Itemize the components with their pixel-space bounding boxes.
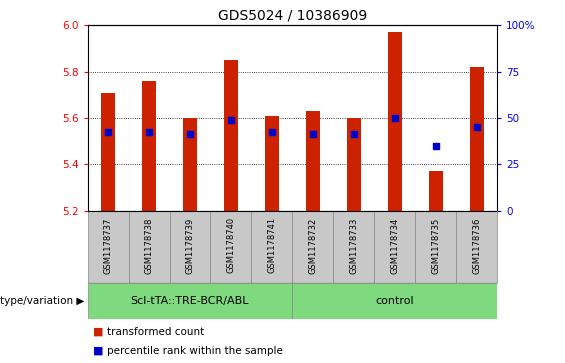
Bar bbox=[306, 111, 320, 211]
Bar bbox=[265, 116, 279, 211]
Text: GSM1178740: GSM1178740 bbox=[227, 217, 236, 273]
Bar bbox=[142, 81, 156, 211]
Text: ■: ■ bbox=[93, 327, 104, 337]
Bar bbox=[88, 283, 293, 319]
Bar bbox=[388, 32, 402, 211]
Bar bbox=[251, 211, 293, 283]
Point bbox=[308, 131, 318, 137]
Text: genotype/variation ▶: genotype/variation ▶ bbox=[0, 296, 85, 306]
Text: transformed count: transformed count bbox=[107, 327, 205, 337]
Point bbox=[349, 131, 358, 137]
Bar bbox=[457, 211, 497, 283]
Bar bbox=[129, 211, 170, 283]
Point bbox=[103, 129, 112, 135]
Text: GSM1178741: GSM1178741 bbox=[267, 217, 276, 273]
Bar bbox=[415, 211, 457, 283]
Text: control: control bbox=[376, 296, 414, 306]
Text: GSM1178732: GSM1178732 bbox=[308, 217, 318, 273]
Bar bbox=[293, 211, 333, 283]
Bar bbox=[211, 211, 251, 283]
Title: GDS5024 / 10386909: GDS5024 / 10386909 bbox=[218, 9, 367, 23]
Bar bbox=[101, 93, 115, 211]
Point bbox=[390, 115, 399, 121]
Bar bbox=[429, 171, 443, 211]
Text: GSM1178738: GSM1178738 bbox=[145, 217, 154, 274]
Bar bbox=[374, 211, 415, 283]
Point bbox=[145, 129, 154, 135]
Text: GSM1178739: GSM1178739 bbox=[185, 217, 194, 273]
Text: GSM1178737: GSM1178737 bbox=[103, 217, 112, 274]
Bar bbox=[170, 211, 210, 283]
Text: GSM1178733: GSM1178733 bbox=[349, 217, 358, 274]
Text: GSM1178734: GSM1178734 bbox=[390, 217, 399, 273]
Bar bbox=[88, 211, 129, 283]
Bar bbox=[293, 283, 497, 319]
Bar bbox=[470, 67, 484, 211]
Point bbox=[185, 131, 194, 137]
Point bbox=[431, 143, 440, 149]
Point bbox=[267, 129, 276, 135]
Point bbox=[227, 117, 236, 123]
Point bbox=[472, 125, 481, 130]
Text: Scl-tTA::TRE-BCR/ABL: Scl-tTA::TRE-BCR/ABL bbox=[131, 296, 249, 306]
Bar bbox=[333, 211, 374, 283]
Text: GSM1178735: GSM1178735 bbox=[431, 217, 440, 273]
Bar bbox=[347, 118, 361, 211]
Text: percentile rank within the sample: percentile rank within the sample bbox=[107, 346, 283, 356]
Text: ■: ■ bbox=[93, 346, 104, 356]
Bar bbox=[183, 118, 197, 211]
Text: GSM1178736: GSM1178736 bbox=[472, 217, 481, 274]
Bar bbox=[224, 60, 238, 211]
